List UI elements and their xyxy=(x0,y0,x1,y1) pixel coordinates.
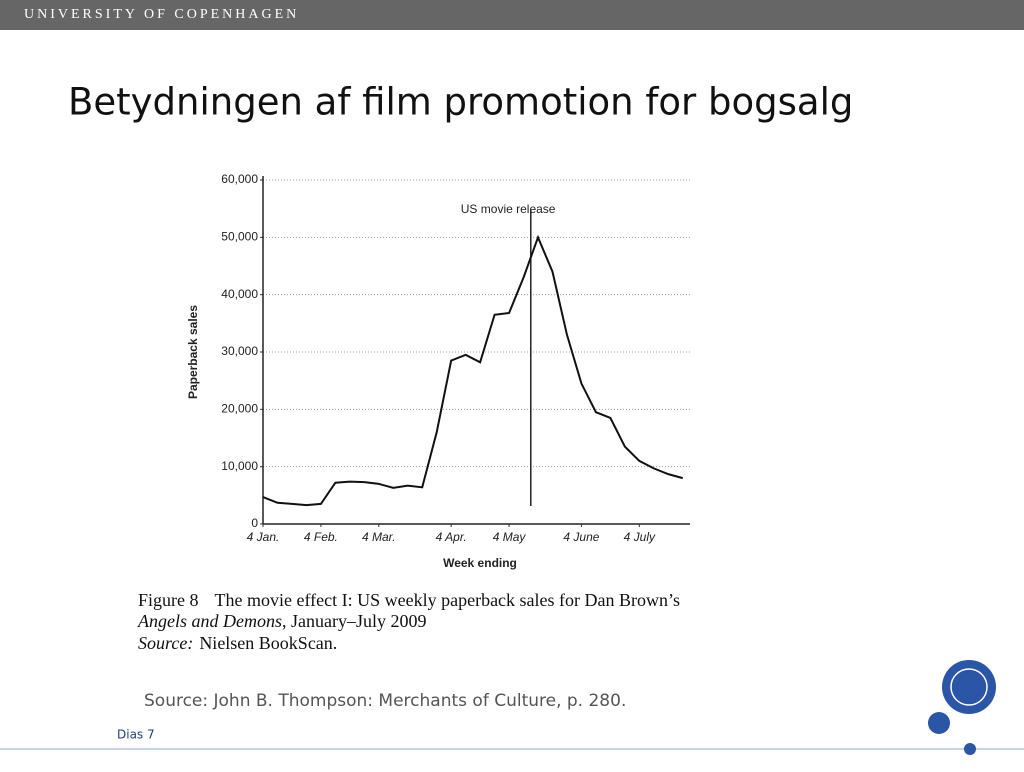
dot xyxy=(928,712,950,734)
slide-source: Source: John B. Thompson: Merchants of C… xyxy=(144,691,626,711)
caption-text: The movie effect I: US weekly paperback … xyxy=(215,590,681,610)
y-tick-label: 40,000 xyxy=(221,287,258,301)
annotation: US movie release xyxy=(461,202,556,216)
header-bar xyxy=(0,0,1024,30)
line-series xyxy=(262,234,684,507)
y-axis-label: Paperback sales xyxy=(186,305,200,399)
source-text: Nielsen BookScan. xyxy=(199,633,337,653)
figure-label: Figure 8 xyxy=(138,590,199,610)
y-tick-label: 60,000 xyxy=(221,172,258,186)
x-tick-label: 4 July xyxy=(624,530,656,544)
y-tick-label: 10,000 xyxy=(221,459,258,473)
x-tick-label: 4 Feb. xyxy=(304,530,338,544)
x-axis-label: Week ending xyxy=(443,556,517,570)
slide-title: Betydningen af film promotion for bogsal… xyxy=(68,81,853,124)
y-tick-label: 20,000 xyxy=(221,402,258,416)
book-title: Angels and Demons xyxy=(137,611,282,631)
y-tick-label: 0 xyxy=(251,516,258,530)
x-tick-label: 4 June xyxy=(563,530,599,544)
x-tick-label: 4 Jan. xyxy=(247,530,280,544)
y-tick-label: 30,000 xyxy=(221,344,258,358)
y-tick-label: 50,000 xyxy=(221,230,258,244)
institution: UNIVERSITY OF COPENHAGEN xyxy=(24,7,299,22)
logo xyxy=(942,660,996,714)
slide-number: Dias 7 xyxy=(117,728,155,742)
dot xyxy=(964,743,976,755)
x-tick-label: 4 Mar. xyxy=(362,530,396,544)
logo-ring xyxy=(950,668,988,706)
caption-line: Source: Nielsen BookScan. xyxy=(138,633,337,653)
caption-line: Angels and Demons, January–July 2009 xyxy=(137,611,426,631)
caption-line: Figure 8 The movie effect I: US weekly pa… xyxy=(138,590,680,610)
x-tick-label: 4 May xyxy=(493,530,527,544)
source-label: Source: xyxy=(138,633,193,653)
x-tick-label: 4 Apr. xyxy=(436,530,467,544)
caption-text: , January–July 2009 xyxy=(282,611,426,631)
